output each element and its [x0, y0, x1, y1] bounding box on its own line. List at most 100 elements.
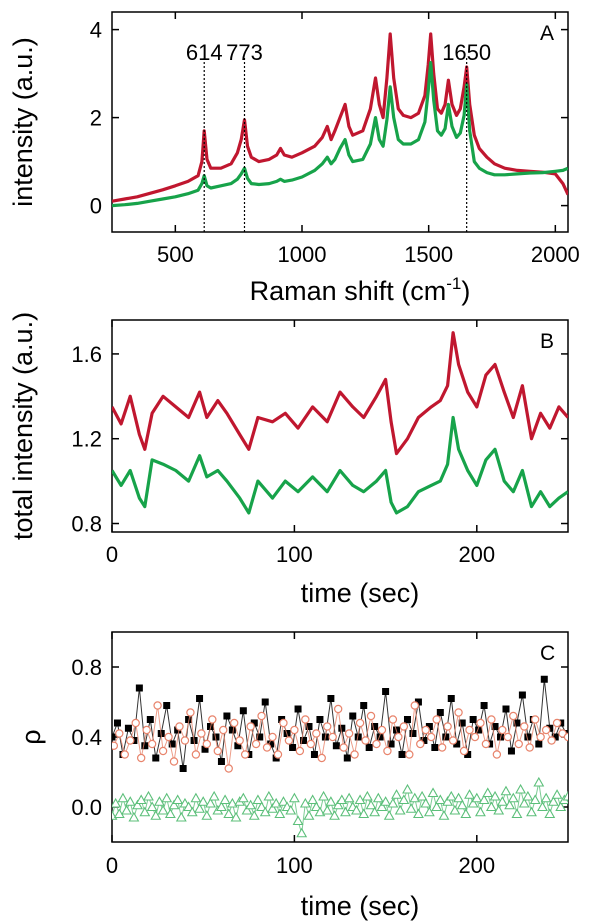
data-point-circle: [235, 736, 244, 745]
data-point-circle: [547, 736, 556, 745]
data-point-square: [179, 765, 187, 772]
data-point-triangle: [423, 806, 435, 817]
data-point-square: [551, 733, 559, 741]
data-point-triangle: [183, 801, 195, 812]
data-point-triangle: [336, 794, 348, 805]
data-point-triangle: [274, 808, 286, 819]
data-point-circle: [498, 725, 507, 735]
data-point-triangle: [237, 792, 249, 803]
plot-area: [112, 32, 568, 208]
data-point-triangle: [128, 811, 140, 822]
data-point-triangle: [420, 797, 432, 808]
data-point-triangle: [245, 799, 257, 810]
data-point-square: [354, 733, 362, 741]
y-tick-label: 1.6: [71, 342, 102, 367]
data-point-triangle: [117, 792, 129, 803]
data-point-triangle: [113, 808, 125, 819]
data-point-triangle: [215, 801, 227, 812]
data-point-square: [442, 733, 450, 741]
plot-area: [112, 675, 568, 838]
data-point-circle: [503, 732, 513, 742]
data-point-square: [436, 709, 444, 716]
data-point-triangle: [241, 804, 253, 815]
data-point-circle: [295, 746, 305, 756]
data-point-square: [513, 719, 521, 727]
data-point-triangle: [329, 810, 340, 820]
data-point-triangle: [361, 790, 373, 801]
data-point-circle: [147, 739, 157, 749]
data-point-circle: [492, 750, 502, 759]
data-point-square: [360, 702, 368, 709]
data-point-triangle: [186, 806, 198, 817]
panel-b: 0 100 200 0.8 1.2 1.6 time (sec) total intensit…: [8, 312, 569, 608]
data-point-triangle: [427, 787, 439, 798]
data-point-triangle: [157, 804, 169, 815]
data-point-triangle: [482, 787, 494, 798]
data-point-triangle: [464, 789, 475, 799]
data-point-triangle: [416, 790, 428, 801]
data-point-triangle: [544, 808, 556, 819]
data-point-square: [152, 754, 160, 762]
data-point-square: [146, 716, 154, 723]
x-tick-label: 0: [106, 853, 118, 878]
data-point-circle: [273, 750, 283, 759]
data-point-circle: [399, 722, 409, 731]
data-point-triangle: [489, 790, 501, 801]
data-point-square: [141, 742, 149, 750]
data-point-triangle: [350, 804, 362, 815]
data-point-triangle: [434, 794, 446, 805]
data-point-square: [327, 695, 335, 702]
data-point-circle: [169, 757, 179, 766]
data-point-triangle: [504, 799, 516, 810]
data-point-circle: [361, 736, 370, 745]
data-point-triangle: [369, 806, 381, 817]
data-point-square: [124, 724, 132, 732]
data-point-circle: [312, 729, 321, 738]
x-axis-label: time (sec): [301, 578, 420, 608]
data-point-circle: [262, 743, 272, 752]
data-point-circle: [552, 718, 562, 728]
data-point-triangle: [223, 808, 235, 819]
x-axis-label: Raman shift (cm-1): [250, 274, 471, 306]
data-point-triangle: [340, 806, 351, 817]
data-point-triangle: [555, 801, 567, 812]
data-point-triangle: [456, 799, 468, 810]
data-point-circle: [476, 718, 485, 728]
data-point-triangle: [201, 810, 213, 820]
data-point-triangle: [124, 796, 136, 806]
data-point-triangle: [164, 808, 176, 819]
data-point-square: [217, 758, 225, 765]
data-point-circle: [126, 736, 135, 745]
data-point-square: [228, 726, 236, 734]
data-point-circle: [120, 750, 129, 759]
data-point-square: [464, 751, 472, 758]
data-point-circle: [257, 711, 266, 721]
data-point-circle: [290, 725, 299, 735]
series-line-0: [112, 331, 568, 456]
data-point-circle: [509, 711, 518, 721]
x-tick-label: 100: [276, 853, 313, 878]
data-point-square: [196, 695, 204, 702]
data-point-triangle: [405, 803, 417, 813]
data-point-triangle: [387, 797, 399, 808]
data-point-square: [234, 742, 242, 750]
data-point-square: [376, 733, 384, 741]
data-point-circle: [202, 739, 212, 749]
data-point-triangle: [299, 797, 311, 808]
data-point-circle: [112, 741, 119, 750]
data-point-triangle: [537, 801, 548, 812]
data-point-square: [447, 695, 455, 702]
data-point-square: [398, 751, 406, 758]
data-point-circle: [175, 722, 184, 731]
series-line-1: [112, 415, 568, 515]
data-point-triangle: [453, 792, 465, 803]
x-tick-label: 0: [106, 542, 118, 567]
data-point-circle: [279, 718, 288, 728]
data-point-triangle: [485, 801, 497, 812]
data-point-circle: [514, 739, 523, 749]
data-point-triangle: [226, 797, 238, 808]
data-point-triangle: [252, 794, 264, 805]
data-point-circle: [448, 736, 458, 745]
data-point-triangle: [307, 794, 319, 805]
data-point-triangle: [438, 810, 450, 820]
